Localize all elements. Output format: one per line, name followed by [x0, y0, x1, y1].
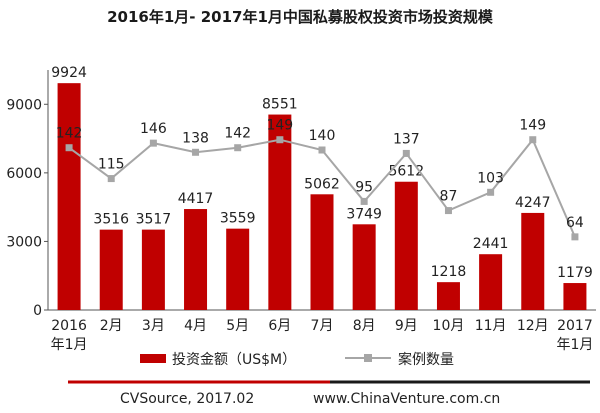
x-tick-label: 9月 — [395, 318, 418, 334]
count-point — [571, 233, 579, 241]
x-tick-label: 5月 — [226, 318, 249, 334]
legend-label-cases: 案例数量 — [398, 351, 454, 368]
bar — [521, 212, 545, 310]
count-point — [276, 136, 284, 144]
count-value-label: 149 — [266, 118, 293, 134]
count-value-label: 137 — [393, 131, 420, 147]
x-tick-label: 4月 — [184, 318, 207, 334]
count-point — [402, 149, 410, 157]
x-tick-label: 2016 — [51, 318, 87, 334]
bar — [436, 282, 460, 310]
x-tick-label: 2月 — [100, 318, 123, 334]
x-tick-label: 12月 — [517, 318, 549, 334]
count-value-label: 95 — [355, 179, 373, 195]
bar-value-label: 1179 — [557, 265, 593, 281]
x-tick-label: 10月 — [433, 318, 465, 334]
count-point — [149, 139, 157, 147]
x-axis-categories: 2016 年1月 2月 3月 4月 5月 6月 7月 8月 9月 10月 11月 12月 2017 年1月 — [51, 318, 594, 353]
y-tick-label: 6000 — [6, 166, 42, 182]
count-value-label: 140 — [309, 128, 336, 144]
bar — [268, 114, 292, 310]
count-value-label: 115 — [98, 157, 125, 173]
bar-value-labels: 9924 3516 3517 4417 3559 8551 5062 3749 5612 1218… — [51, 65, 592, 281]
count-value-label: 142 — [56, 126, 83, 142]
count-value-labels: 142 115 146 138 142 149 140 95 137 87 103 149 64 — [56, 118, 584, 231]
count-point — [444, 207, 452, 215]
bar — [394, 181, 418, 310]
footer: CVSource, 2017.02 www.ChinaVenture.com.c… — [68, 380, 590, 407]
count-value-label: 87 — [440, 189, 458, 205]
count-value-label: 138 — [182, 130, 209, 146]
bar — [352, 224, 376, 310]
count-point — [529, 136, 537, 144]
count-value-label: 142 — [224, 126, 251, 142]
y-axis-ticks: 0 3000 6000 9000 — [6, 97, 48, 319]
bar — [226, 228, 250, 310]
count-point — [107, 175, 115, 183]
bar — [184, 209, 208, 310]
bar — [479, 254, 503, 310]
y-tick-label: 0 — [33, 303, 42, 319]
bar — [141, 229, 165, 310]
chart-title: 2016年1月- 2017年1月中国私募股权投资市场投资规模 — [107, 8, 494, 26]
legend-swatch-investment — [140, 354, 166, 363]
count-value-label: 64 — [566, 215, 584, 231]
footer-source: CVSource, 2017.02 — [120, 391, 254, 407]
legend: 投资金额（US$M） 案例数量 — [140, 351, 454, 368]
bar-value-label: 5062 — [304, 176, 340, 192]
bar-value-label: 3516 — [93, 212, 129, 228]
x-tick-label: 8月 — [353, 318, 376, 334]
count-point — [192, 148, 200, 156]
legend-marker-cases — [364, 354, 372, 362]
count-point — [65, 144, 73, 152]
count-point — [487, 188, 495, 196]
count-value-label: 149 — [519, 118, 546, 134]
bar-value-label: 1218 — [431, 264, 467, 280]
bar-value-label: 9924 — [51, 65, 87, 81]
x-tick-label: 11月 — [475, 318, 507, 334]
legend-label-investment: 投资金额（US$M） — [172, 352, 296, 368]
bar-value-label: 2441 — [473, 236, 509, 252]
count-value-label: 103 — [477, 170, 504, 186]
line-series — [65, 136, 579, 241]
bar-value-label: 4417 — [178, 191, 214, 207]
y-tick-label: 3000 — [6, 234, 42, 250]
bar-value-label: 4247 — [515, 195, 551, 211]
y-tick-label: 9000 — [6, 97, 42, 113]
count-point — [234, 144, 242, 152]
bar — [563, 283, 587, 310]
bar — [310, 194, 334, 310]
bar-value-label: 3517 — [136, 212, 172, 228]
bar-value-label: 3749 — [346, 206, 382, 222]
bar-series — [57, 83, 587, 310]
bar-value-label: 3559 — [220, 211, 256, 227]
x-tick-label: 6月 — [268, 318, 291, 334]
x-tick-label: 7月 — [311, 318, 334, 334]
x-tick-label: 2017 — [557, 318, 593, 334]
bar — [99, 229, 123, 310]
bar — [57, 83, 81, 310]
bar-value-label: 5612 — [388, 164, 424, 180]
x-tick-label: 年1月 — [51, 337, 88, 353]
x-tick-label: 年1月 — [556, 337, 593, 353]
count-point — [318, 146, 326, 154]
footer-website: www.ChinaVenture.com.cn — [313, 391, 500, 407]
x-tick-label: 3月 — [142, 318, 165, 334]
count-value-label: 146 — [140, 121, 167, 137]
count-point — [360, 197, 368, 205]
bar-value-label: 8551 — [262, 97, 298, 113]
